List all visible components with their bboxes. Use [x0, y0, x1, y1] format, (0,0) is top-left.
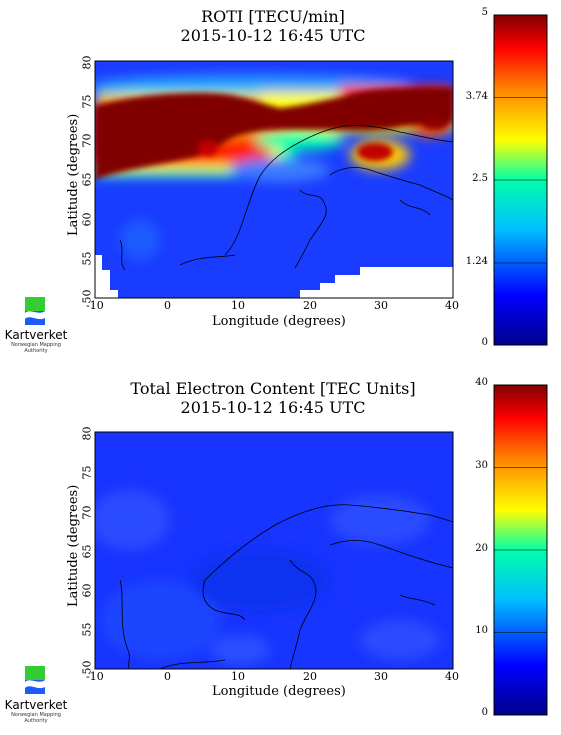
tec-cbar-tick: 40 [475, 377, 488, 388]
roti-ytick: 55 [80, 251, 94, 266]
tec-ytick: 50 [80, 660, 94, 675]
roti-ytick: 60 [80, 212, 94, 227]
roti-xtick: 40 [445, 299, 459, 312]
tec-subtitle: 2015-10-12 16:45 UTC [180, 398, 366, 417]
roti-ytick: 75 [80, 94, 94, 109]
tec-ytick: 70 [80, 505, 94, 520]
kartverket-logo-mark-2 [25, 666, 45, 694]
tec-xtick: 10 [231, 670, 245, 683]
roti-cbar-tick: 1.24 [465, 256, 488, 267]
roti-xtick: 20 [303, 299, 317, 312]
tec-cbar-tick: 20 [475, 543, 488, 554]
logo-name: Kartverket [4, 328, 68, 342]
tec-xtick: -10 [86, 670, 104, 683]
logo-name: Kartverket [4, 698, 68, 712]
tec-ytick: 75 [80, 465, 94, 480]
tec-field [95, 432, 453, 669]
tec-xtick: 30 [374, 670, 388, 683]
kartverket-logo-mark-1 [25, 297, 45, 325]
logo-sub2: Authority [24, 348, 48, 354]
roti-cbar-tick: 5 [481, 7, 488, 18]
roti-ytick: 80 [80, 55, 94, 70]
logo-sub2: Authority [24, 718, 48, 724]
roti-xtick: 30 [374, 299, 388, 312]
roti-cbar-tick: 3.74 [465, 91, 488, 102]
roti-xtick: -10 [86, 299, 104, 312]
roti-subtitle: 2015-10-12 16:45 UTC [180, 26, 366, 45]
logo-sub1: Norwegian Mapping [11, 342, 61, 348]
tec-cbar-tick: 0 [481, 707, 488, 718]
roti-cbar-tick: 2.5 [472, 173, 488, 184]
tec-xlabel: Longitude (degrees) [212, 684, 346, 699]
tec-xtick: 40 [445, 670, 459, 683]
tec-cbar-tick: 30 [475, 460, 488, 471]
roti-ytick: 70 [80, 133, 94, 148]
tec-ytick: 60 [80, 583, 94, 598]
tec-ytick: 65 [80, 544, 94, 559]
roti-ytick: 65 [80, 172, 94, 187]
roti-xtick: 0 [164, 299, 171, 312]
tec-ytick: 55 [80, 622, 94, 637]
tec-title: Total Electron Content [TEC Units] [130, 379, 416, 398]
roti-field [95, 61, 453, 298]
tec-cbar-tick: 10 [475, 625, 488, 636]
roti-cbar-tick: 0 [481, 337, 488, 348]
logo-sub1: Norwegian Mapping [11, 712, 61, 718]
tec-ylabel: Latitude (degrees) [66, 484, 81, 607]
roti-title: ROTI [TECU/min] [201, 7, 345, 26]
tec-xtick: 0 [164, 670, 171, 683]
roti-xtick: 10 [231, 299, 245, 312]
roti-ylabel: Latitude (degrees) [66, 113, 81, 236]
kartverket-logo-2: Kartverket Norwegian Mapping Authority [0, 698, 72, 725]
tec-xtick: 20 [303, 670, 317, 683]
kartverket-logo-1: Kartverket Norwegian Mapping Authority [0, 328, 72, 355]
roti-ytick: 50 [80, 289, 94, 304]
roti-xlabel: Longitude (degrees) [212, 314, 346, 329]
tec-ytick: 80 [80, 426, 94, 441]
